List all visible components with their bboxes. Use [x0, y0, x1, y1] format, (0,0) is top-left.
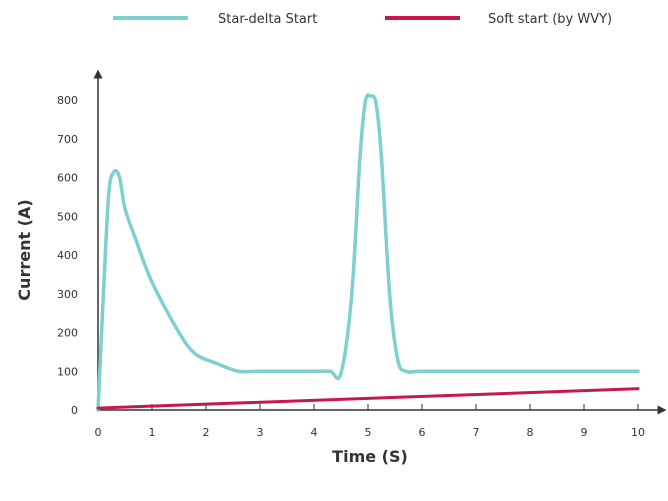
- x-tick-label: 10: [631, 426, 645, 439]
- y-tick-label: 300: [57, 288, 78, 301]
- x-tick-label: 6: [419, 426, 426, 439]
- x-tick-label: 9: [581, 426, 588, 439]
- y-tick-label: 100: [57, 365, 78, 378]
- series-line-soft-start: [96, 387, 640, 410]
- y-tick-label: 500: [57, 210, 78, 223]
- y-tick-label: 200: [57, 327, 78, 340]
- legend-label-soft-start: Soft start (by WVY): [488, 12, 612, 27]
- x-tick-label: 5: [365, 426, 372, 439]
- y-tick-label: 700: [57, 133, 78, 146]
- x-tick-label: 2: [203, 426, 210, 439]
- series-line-star-delta: [96, 93, 640, 412]
- series-layer: [96, 93, 640, 412]
- y-tick-label: 600: [57, 172, 78, 185]
- y-axis-title: Current (A): [15, 199, 34, 300]
- x-tick-label: 1: [149, 426, 156, 439]
- y-tick-label: 400: [57, 249, 78, 262]
- legend: Star-delta Start Soft start (by WVY): [113, 12, 612, 27]
- y-tick-label: 800: [57, 94, 78, 107]
- legend-label-star-delta: Star-delta Start: [218, 12, 317, 27]
- x-tick-label: 7: [473, 426, 480, 439]
- x-tick-label: 4: [311, 426, 318, 439]
- y-ticks: 0 100 200 300 400 500 600 700 800: [57, 94, 78, 417]
- x-tick-label: 0: [95, 426, 102, 439]
- y-tick-label: 0: [71, 404, 78, 417]
- x-ticks: 0 1 2 3 4 5 6 7 8 9 10: [95, 404, 645, 439]
- x-axis-title: Time (S): [332, 447, 408, 466]
- x-tick-label: 8: [527, 426, 534, 439]
- x-tick-label: 3: [257, 426, 264, 439]
